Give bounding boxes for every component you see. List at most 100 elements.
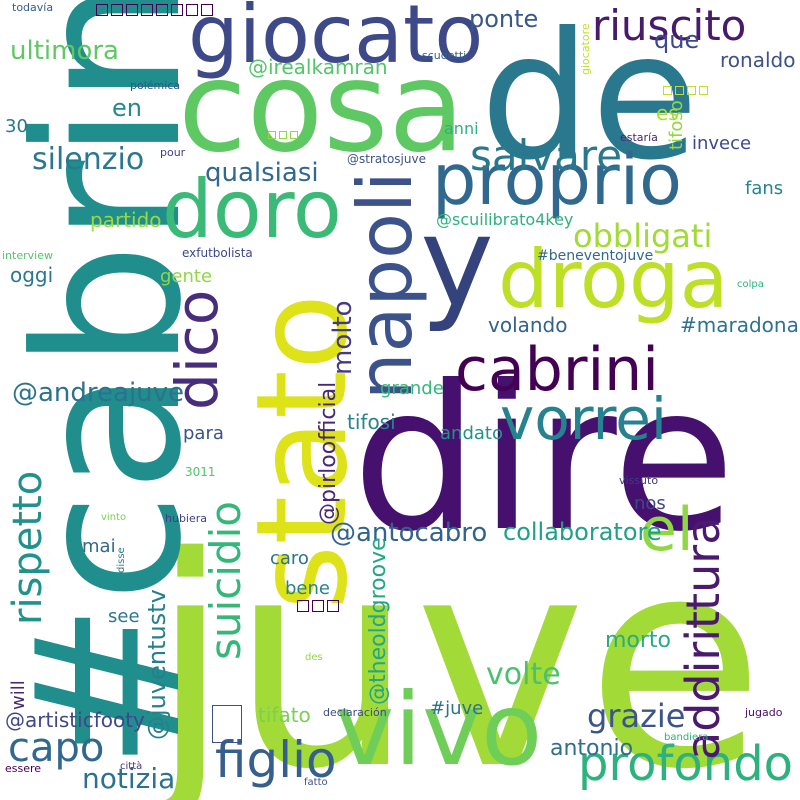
- cjk-glyphs-upper-box: [675, 86, 684, 95]
- word: fatto: [304, 777, 328, 788]
- word: vivo: [335, 671, 543, 788]
- cjk-glyphs-center-box: [297, 600, 309, 612]
- word: see: [108, 606, 140, 627]
- word: disse: [116, 547, 127, 573]
- cjk-glyphs-top-box: [141, 4, 153, 16]
- word: profondo: [578, 736, 794, 792]
- cjk-glyphs-small-box: [279, 131, 287, 139]
- word: cabrini: [455, 335, 659, 405]
- word: @artisticfooty: [5, 708, 145, 732]
- word: juve: [150, 496, 765, 800]
- word: gente: [160, 266, 213, 287]
- word: que: [654, 26, 700, 54]
- word: para: [183, 423, 224, 444]
- word: en: [112, 94, 142, 122]
- word: dire: [352, 343, 736, 576]
- word: rispetto: [5, 470, 51, 625]
- word: proprio: [432, 139, 682, 221]
- word: @irealkamran: [248, 55, 388, 79]
- word: anni: [444, 119, 479, 138]
- word: @theoldgroove: [366, 537, 391, 705]
- cjk-glyphs-upper-box: [663, 86, 672, 95]
- cjk-glyphs-small-box: [268, 131, 276, 139]
- word: scudetti: [422, 49, 467, 62]
- word: suicidio: [201, 501, 250, 660]
- cjk-glyphs-top-box: [156, 4, 168, 16]
- word: polémica: [130, 79, 181, 92]
- word: @scuilibrato4key: [436, 210, 574, 229]
- cjk-glyphs-upper-box: [687, 86, 696, 95]
- word: @stratosjuve: [347, 152, 426, 166]
- word: antonio: [550, 736, 634, 761]
- word: bandiera: [664, 732, 709, 743]
- word: essere: [5, 762, 42, 775]
- word: colpa: [737, 279, 764, 290]
- word: doro: [162, 163, 342, 256]
- cjk-glyphs-top-box: [126, 4, 138, 16]
- word: invece: [692, 133, 752, 154]
- cjk-glyphs-top-box: [171, 4, 183, 16]
- word: volando: [488, 313, 568, 337]
- cjk-glyphs-top-box: [111, 4, 123, 16]
- word: pour: [160, 146, 186, 159]
- word: capo: [8, 725, 105, 771]
- word: @juventustv: [143, 589, 171, 740]
- word: tifosi: [347, 410, 396, 434]
- word: qualsiasi: [205, 158, 319, 188]
- word: 30: [5, 116, 28, 137]
- word: @pirloofficial: [316, 381, 341, 525]
- word: vissuto: [619, 474, 659, 487]
- word: y: [420, 190, 494, 335]
- word: es: [656, 101, 679, 125]
- cjk-glyphs-top-box: [186, 4, 198, 16]
- word: 3011: [185, 465, 216, 479]
- word: @andreajuve: [12, 378, 185, 408]
- cjk-glyphs-top-box: [96, 4, 108, 16]
- word: will: [8, 680, 29, 710]
- word: oggi: [10, 263, 54, 287]
- word: giocato: [188, 0, 484, 81]
- word: #maradona: [680, 313, 799, 337]
- word: tifato: [258, 703, 311, 727]
- word: nos: [634, 493, 666, 514]
- word: el: [640, 495, 694, 565]
- word: jugado: [745, 706, 783, 719]
- word: interview: [2, 249, 53, 262]
- word: mai: [82, 536, 116, 557]
- word: de: [480, 0, 699, 199]
- word: @antocabro: [330, 518, 488, 548]
- word: hubiera: [165, 512, 208, 525]
- word: grazie: [587, 697, 686, 735]
- word: salvare: [470, 131, 623, 180]
- word: città: [120, 761, 143, 772]
- word: ronaldo: [720, 48, 796, 72]
- word: #beneventojuve: [537, 248, 654, 264]
- word: addirittura: [676, 516, 730, 760]
- word: droga: [498, 233, 729, 326]
- word: vorrei: [500, 385, 668, 453]
- word: ponte: [469, 5, 539, 33]
- cjk-glyphs-upper-box: [699, 86, 708, 95]
- cjk-glyphs-small-box: [290, 131, 298, 139]
- word: fans: [745, 178, 784, 199]
- word: molto: [328, 300, 358, 375]
- word: figlio: [215, 731, 337, 789]
- word: giocatore: [579, 23, 592, 75]
- cjk-glyphs-top-box: [201, 4, 213, 16]
- word: bene: [285, 578, 330, 599]
- word: napoli: [341, 171, 429, 400]
- word: partido: [90, 208, 162, 232]
- cjk-glyph-large-box: [212, 705, 242, 743]
- word: des: [305, 652, 323, 663]
- word: ultimora: [10, 36, 119, 66]
- word: morto: [605, 628, 672, 653]
- word: todavía: [12, 1, 54, 14]
- word: #juve: [430, 698, 484, 719]
- cjk-glyphs-center-box: [312, 600, 324, 612]
- word: declaración: [323, 706, 387, 719]
- cjk-glyphs-center-box: [327, 600, 339, 612]
- word: estaría: [620, 131, 658, 144]
- word: silenzio: [32, 142, 145, 177]
- word: grande: [380, 378, 444, 399]
